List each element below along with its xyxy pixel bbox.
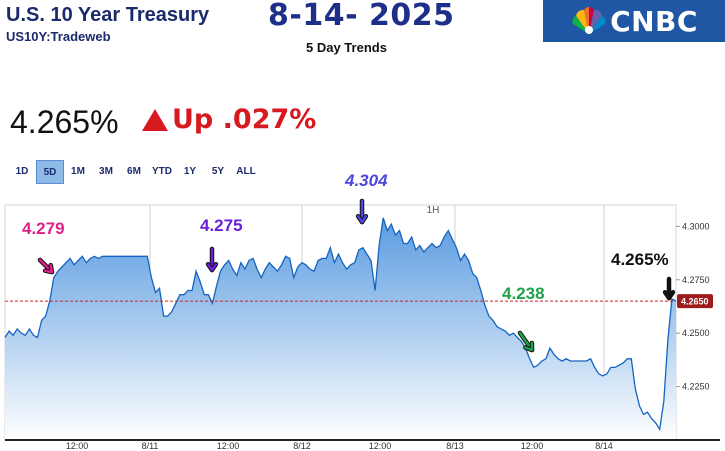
x-tick-label: 12:00 [217,441,240,451]
range-button-1d[interactable]: 1D [15,166,29,177]
x-tick-label: 8/14 [595,441,613,451]
range-button-1y[interactable]: 1Y [183,166,197,177]
page-title: U.S. 10 Year Treasury [6,4,210,26]
quote-change: Up .027% [142,104,316,135]
x-tick-label: 8/12 [293,441,311,451]
range-button-5y[interactable]: 5Y [211,166,225,177]
date-heading: 8-14- 2025 [268,0,455,33]
x-tick-label: 12:00 [369,441,392,451]
y-tick-label: 4.3000 [682,221,710,231]
annotation-label: 4.275 [200,216,243,235]
peacock-icon [572,7,606,34]
y-tick-label: 4.2750 [682,275,710,285]
x-tick-label: 8/13 [446,441,464,451]
range-button-5d[interactable]: 5D [36,160,64,184]
annotation-label: 4.279 [22,219,65,238]
quote-price: 4.265% [10,104,119,140]
last-value-badge [677,294,713,309]
range-button-ytd[interactable]: YTD [152,166,172,177]
annotation-arrow-icon [205,246,219,273]
annotation-label: 4.265% [611,250,669,269]
range-button-6m[interactable]: 6M [127,166,141,177]
annotation-arrow-icon [37,257,55,275]
annotation-label: 4.238 [502,284,545,303]
annotation-arrow-icon [517,330,535,353]
range-selector: 1D 5D 1M 3M 6M YTD 1Y 5Y ALL [8,160,260,184]
series-line [4,217,677,432]
interval-label: 1H [427,205,440,216]
x-tick-label: 12:00 [66,441,89,451]
up-arrow-icon [142,108,168,131]
brand-wordmark: CNBC [610,4,698,38]
annotation-arrow-icon [662,276,676,301]
annotation-label: 4.304 [344,171,388,190]
brand-logo: CNBC [543,0,725,42]
quote-change-text: Up .027% [172,104,317,135]
range-button-3m[interactable]: 3M [99,166,113,177]
chart-subtitle: 5 Day Trends [306,40,387,55]
y-tick-label: 4.2250 [682,382,710,392]
series-area [5,217,676,440]
range-button-1m[interactable]: 1M [71,166,85,177]
y-tick-label: 4.2500 [682,328,710,338]
annotation-arrow-icon [355,198,369,225]
ticker-symbol: US10Y:Tradeweb [6,29,111,44]
range-button-all[interactable]: ALL [236,166,256,177]
x-tick-label: 8/11 [142,441,159,451]
last-value-label: 4.2650 [681,297,709,307]
x-tick-label: 12:00 [521,441,544,451]
